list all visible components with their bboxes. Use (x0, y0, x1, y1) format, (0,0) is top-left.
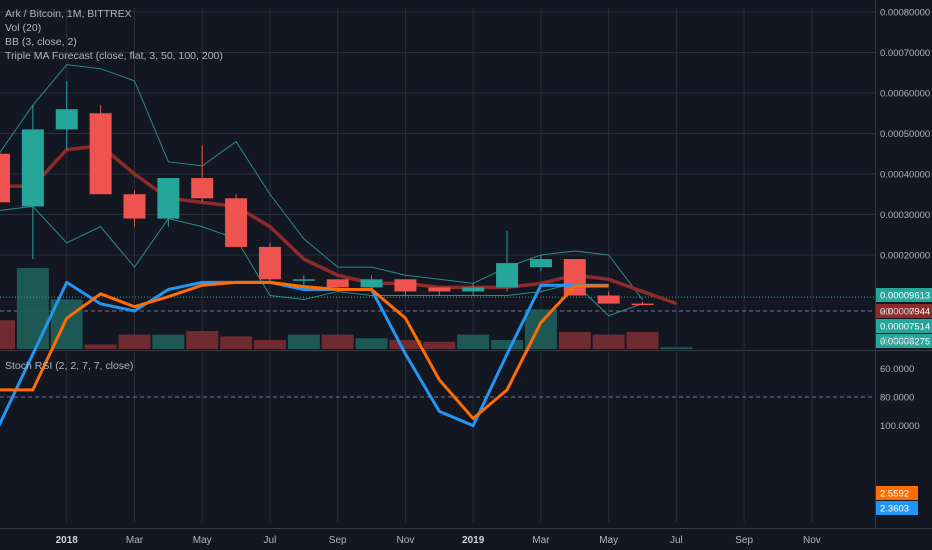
candle-body (0, 153, 10, 203)
volume-bar (186, 331, 219, 349)
time-tick-label: Mar (126, 535, 144, 546)
volume-bar (660, 347, 693, 349)
time-tick-label: 2018 (56, 535, 79, 546)
volume-bar (355, 338, 388, 349)
volume-bar (321, 334, 354, 349)
time-tick-label: Nov (397, 535, 415, 546)
stoch-value-text: 2.5592 (880, 489, 909, 500)
time-tick-label: Sep (329, 535, 347, 546)
volume-bar (118, 334, 151, 349)
candle-body (292, 279, 315, 281)
candle-body (394, 279, 417, 292)
price-label-tag (876, 334, 932, 348)
legend-stoch[interactable]: Stoch RSI (2, 2, 7, 7, close) (5, 360, 134, 372)
stoch-tick-label: 20.0000 (880, 307, 914, 318)
volume-bar (592, 334, 625, 349)
candle-body (225, 198, 248, 247)
candle-body (123, 194, 146, 219)
stoch-tick-label: 40.0000 (880, 335, 914, 346)
price-tick-label: 0.00050000 (880, 129, 930, 140)
stoch-value-tag (876, 486, 918, 500)
candle-body (462, 287, 485, 292)
price-label-tag (876, 288, 932, 302)
candle-body (631, 303, 654, 306)
candle-body (326, 279, 349, 288)
candle-body (496, 263, 519, 288)
bb-lower-line (0, 205, 643, 317)
candle-body (360, 279, 383, 288)
candle-body (55, 109, 78, 130)
price-tick-label: 0.00070000 (880, 48, 930, 59)
volume-bar (423, 341, 456, 349)
price-tick-label: 0.00020000 (880, 251, 930, 262)
stoch-tick-label: 100.0000 (880, 421, 920, 432)
time-tick-label: May (193, 535, 212, 546)
stoch-tick-label: 60.0000 (880, 364, 914, 375)
volume-bar (389, 340, 422, 349)
candle-body (191, 178, 214, 199)
bb-upper-line (0, 64, 643, 300)
volume-bar (152, 334, 185, 349)
volume-bar (16, 268, 49, 349)
volume-bar (558, 331, 591, 349)
candle-body (157, 178, 180, 219)
price-label-tag (876, 319, 932, 333)
candle-body (563, 259, 586, 296)
legend-bb[interactable]: BB (3, close, 2) (5, 36, 77, 48)
candle-body (258, 246, 281, 280)
stoch-value-tag (876, 501, 918, 515)
price-label-text: 0.00006275 (880, 337, 930, 348)
candle-body (21, 129, 44, 207)
price-tick-label: 0.00080000 (880, 8, 930, 19)
volume-bar (84, 344, 117, 349)
price-tick-label: 0.00030000 (880, 210, 930, 221)
price-tick-label: 0.00040000 (880, 170, 930, 181)
volume-bar (626, 331, 659, 349)
time-tick-label: Nov (803, 535, 821, 546)
legend-stoch-panel: Stoch RSI (2, 2, 7, 7, close) (5, 359, 133, 373)
volume-bar (253, 340, 286, 349)
candle-body (597, 295, 620, 304)
time-tick-label: Jul (264, 535, 277, 546)
price-label-tag (876, 304, 932, 318)
volume-bar (457, 334, 490, 349)
volume-bar (0, 320, 15, 349)
time-tick-label: Mar (532, 535, 550, 546)
legend-tma[interactable]: Triple MA Forecast (close, flat, 3, 50, … (5, 50, 223, 62)
volume-bar (220, 336, 253, 349)
symbol-title[interactable]: Ark / Bitcoin, 1M, BITTREX (5, 8, 132, 20)
time-tick-label: Jul (670, 535, 683, 546)
ma-line (0, 143, 677, 306)
price-label-text: 0.00007514 (880, 322, 930, 333)
candle-body (428, 287, 451, 292)
volume-bar (287, 334, 320, 349)
price-label-text: 0.00009613 (880, 291, 930, 302)
legend-vol[interactable]: Vol (20) (5, 22, 42, 34)
price-tick-label: 0.00060000 (880, 89, 930, 100)
volume-bar (491, 340, 524, 349)
price-label-text: 0.00007944 (880, 307, 930, 318)
time-tick-label: 2019 (462, 535, 485, 546)
stoch-tick-label: 80.0000 (880, 393, 914, 404)
legend-main: Ark / Bitcoin, 1M, BITTREX Vol (20) BB (… (5, 7, 223, 63)
time-tick-label: Sep (735, 535, 753, 546)
candle-body (89, 113, 112, 195)
stoch-d-line (0, 280, 609, 420)
candle-body (529, 259, 552, 268)
stoch-value-text: 2.3603 (880, 504, 909, 515)
time-tick-label: May (599, 535, 618, 546)
